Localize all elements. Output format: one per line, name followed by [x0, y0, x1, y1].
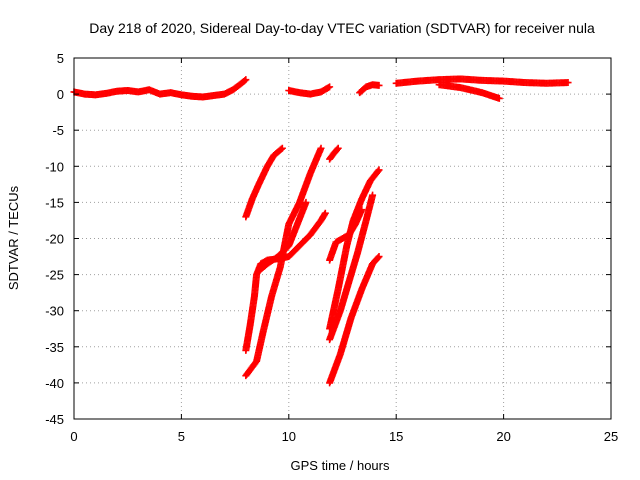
- y-tick-label: -35: [45, 340, 64, 355]
- x-tick-labels: 0 5 10 15 20 25: [70, 429, 618, 444]
- y-tick-label: -15: [45, 195, 64, 210]
- y-tick-label: -40: [45, 376, 64, 391]
- y-tick-label: -25: [45, 268, 64, 283]
- data-point: [375, 81, 383, 89]
- x-tick-label: 15: [389, 429, 403, 444]
- data-point: [333, 145, 341, 153]
- data-point: [302, 198, 310, 206]
- axis-ticks: [73, 57, 612, 420]
- x-tick-label: 0: [70, 429, 77, 444]
- data-point: [242, 76, 250, 84]
- x-tick-label: 10: [282, 429, 296, 444]
- y-axis-label: SDTVAR / TECUs: [6, 185, 21, 290]
- y-tick-labels: 5 0 -5 -10 -15 -20 -25 -30 -35 -40 -45: [45, 51, 64, 427]
- data-point: [375, 253, 383, 261]
- y-tick-label: -30: [45, 304, 64, 319]
- data-point: [358, 206, 366, 214]
- data-point: [334, 144, 342, 152]
- data-point: [369, 191, 377, 199]
- data-series: [242, 144, 286, 221]
- chart-title: Day 218 of 2020, Sidereal Day-to-day VTE…: [89, 20, 595, 36]
- data-series: [356, 81, 383, 97]
- y-tick-label: 0: [57, 87, 64, 102]
- data-point: [495, 94, 503, 102]
- data-point: [564, 79, 572, 87]
- data-series: [392, 75, 572, 87]
- data-point: [277, 145, 285, 153]
- data-series: [326, 191, 377, 344]
- y-tick-label: -10: [45, 159, 64, 174]
- data-series: [242, 144, 325, 380]
- y-tick-label: 5: [57, 51, 64, 66]
- data-point: [278, 144, 286, 152]
- data-series: [326, 253, 383, 387]
- x-tick-label: 25: [604, 429, 618, 444]
- data-series: [435, 81, 503, 102]
- x-tick-label: 20: [496, 429, 510, 444]
- data-series: [326, 206, 366, 264]
- y-tick-label: -45: [45, 412, 64, 427]
- data-point: [374, 167, 382, 175]
- data-series: [255, 198, 310, 275]
- data-point: [317, 144, 325, 152]
- data-point: [326, 83, 334, 91]
- data-point: [321, 209, 329, 217]
- plot-area: [70, 75, 572, 387]
- data-series: [70, 76, 250, 101]
- data-series: [326, 144, 342, 163]
- y-tick-label: -5: [52, 123, 64, 138]
- data-point: [374, 254, 382, 262]
- x-axis-label: GPS time / hours: [291, 458, 390, 473]
- x-tick-label: 5: [178, 429, 185, 444]
- data-point: [375, 166, 383, 174]
- y-tick-label: -20: [45, 232, 64, 247]
- data-series: [285, 83, 334, 98]
- data-point: [241, 77, 249, 85]
